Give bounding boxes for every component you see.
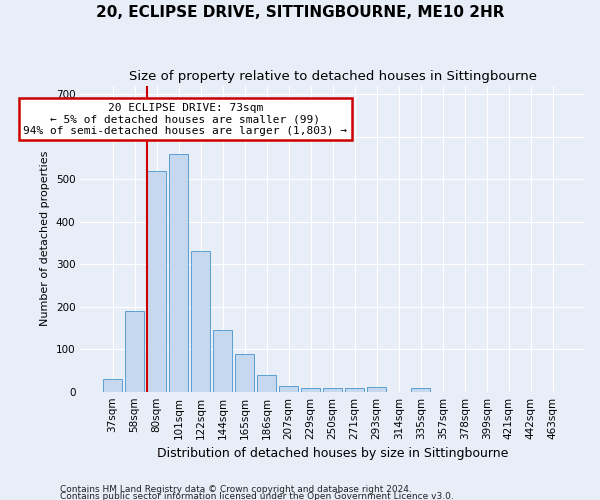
Bar <box>235 354 254 392</box>
Bar <box>103 379 122 392</box>
Bar <box>169 154 188 392</box>
Bar <box>346 388 364 392</box>
X-axis label: Distribution of detached houses by size in Sittingbourne: Distribution of detached houses by size … <box>157 447 508 460</box>
Bar <box>301 388 320 392</box>
Text: 20 ECLIPSE DRIVE: 73sqm
← 5% of detached houses are smaller (99)
94% of semi-det: 20 ECLIPSE DRIVE: 73sqm ← 5% of detached… <box>23 102 347 136</box>
Text: Contains public sector information licensed under the Open Government Licence v3: Contains public sector information licen… <box>60 492 454 500</box>
Title: Size of property relative to detached houses in Sittingbourne: Size of property relative to detached ho… <box>128 70 536 83</box>
Bar <box>213 330 232 392</box>
Bar <box>280 386 298 392</box>
Bar <box>191 252 210 392</box>
Bar <box>323 388 342 392</box>
Bar <box>125 311 144 392</box>
Bar <box>367 388 386 392</box>
Bar <box>257 374 276 392</box>
Bar <box>147 170 166 392</box>
Y-axis label: Number of detached properties: Number of detached properties <box>40 151 50 326</box>
Bar <box>412 388 430 392</box>
Text: Contains HM Land Registry data © Crown copyright and database right 2024.: Contains HM Land Registry data © Crown c… <box>60 486 412 494</box>
Text: 20, ECLIPSE DRIVE, SITTINGBOURNE, ME10 2HR: 20, ECLIPSE DRIVE, SITTINGBOURNE, ME10 2… <box>96 5 504 20</box>
